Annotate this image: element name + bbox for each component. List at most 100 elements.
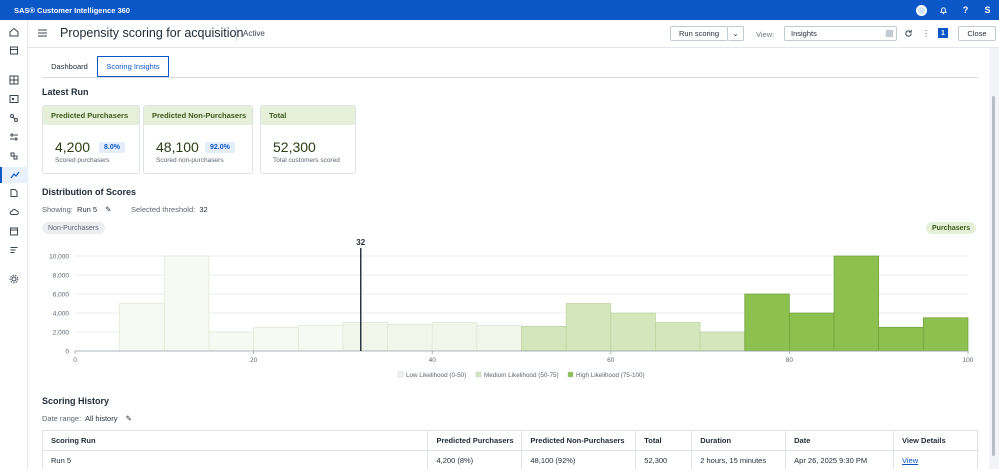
purchasers-pill: Purchasers xyxy=(926,222,977,234)
notification-badge[interactable]: 1 xyxy=(938,28,948,38)
threshold-info: Selected threshold: 32 xyxy=(131,205,208,214)
nav-package-icon[interactable] xyxy=(0,42,28,58)
nav-tasks-icon[interactable] xyxy=(0,148,28,164)
column-header[interactable]: Predicted Purchasers xyxy=(427,430,523,451)
column-header[interactable]: Scoring Run xyxy=(41,430,429,451)
legend-swatch xyxy=(397,371,404,378)
run-scoring-button[interactable]: Run scoring xyxy=(670,26,728,41)
legend-label: Low Likelihood (0-50) xyxy=(406,372,466,379)
card-percent-badge: 92.0% xyxy=(205,142,235,153)
cell-total: 52,300 xyxy=(635,450,693,469)
cell-view-details: View xyxy=(893,450,978,469)
column-header[interactable]: Duration xyxy=(691,430,787,451)
card-value: 4,200 xyxy=(55,139,91,155)
legend-swatch xyxy=(475,371,482,378)
nav-analytics-icon[interactable] xyxy=(0,167,28,183)
histogram-bar xyxy=(744,293,790,352)
nav-flows-icon[interactable] xyxy=(0,129,28,145)
more-options-icon[interactable]: ⋮ xyxy=(922,28,930,38)
date-range-label: Date range: xyxy=(42,414,82,423)
histogram-bar xyxy=(253,326,299,352)
card-head: Total xyxy=(261,106,355,125)
column-header[interactable]: Predicted Non-Purchasers xyxy=(521,430,637,451)
column-header[interactable]: Total xyxy=(635,430,693,451)
bell-icon[interactable] xyxy=(938,5,949,16)
app-logo-icon[interactable] xyxy=(916,4,927,16)
x-tick-label: 80 xyxy=(786,357,794,364)
chevron-down-icon: ⌄ xyxy=(732,29,739,38)
column-header[interactable]: Date xyxy=(785,430,895,451)
histogram-bar xyxy=(387,324,433,352)
y-tick-label: 2,000 xyxy=(53,330,70,337)
legend-label: High Likelihood (75-100) xyxy=(576,372,645,379)
histogram-bar xyxy=(833,255,880,352)
histogram-bar xyxy=(163,255,210,352)
histogram-bar xyxy=(922,317,969,352)
close-button[interactable]: Close xyxy=(958,26,996,41)
y-tick-label: 8,000 xyxy=(53,273,70,280)
legend-swatch xyxy=(567,371,574,378)
card-value: 48,100 xyxy=(156,139,199,155)
date-range-value: All history xyxy=(84,414,118,423)
top-bar-actions: ? S xyxy=(916,0,993,20)
x-tick-label: 40 xyxy=(429,357,437,364)
view-select[interactable]: Insights ⌄ xyxy=(784,26,897,41)
y-tick-label: 4,000 xyxy=(53,311,70,318)
scrollbar-thumb[interactable] xyxy=(992,96,995,456)
histogram-bar xyxy=(521,325,567,352)
nav-home-icon[interactable] xyxy=(0,24,28,40)
save-icon[interactable] xyxy=(884,28,894,38)
tab-scoring-insights[interactable]: Scoring Insights xyxy=(97,56,169,77)
histogram-bar xyxy=(565,303,612,352)
history-title: Scoring History xyxy=(42,396,110,406)
left-nav-rail xyxy=(0,20,28,469)
vertical-scrollbar[interactable] xyxy=(989,48,999,469)
nav-journeys-icon[interactable] xyxy=(0,110,28,126)
card-percent-badge: 8.0% xyxy=(99,142,125,153)
legend-label: Medium Likelihood (50-75) xyxy=(484,372,559,379)
tab-bar: Dashboard Scoring Insights xyxy=(42,56,978,78)
main-content: Dashboard Scoring Insights Latest Run Pr… xyxy=(28,48,989,469)
x-tick-label: 0 xyxy=(73,357,77,364)
nav-calendar-icon[interactable] xyxy=(0,223,28,239)
column-header[interactable]: View Details xyxy=(893,430,978,451)
x-tick-label: 100 xyxy=(963,357,974,364)
threshold-label: Selected threshold: xyxy=(131,205,196,214)
distribution-title: Distribution of Scores xyxy=(42,187,137,197)
card-head: Predicted Non-Purchasers xyxy=(144,106,252,125)
card-subtitle: Scored non-purchasers xyxy=(156,157,224,164)
y-tick-label: 6,000 xyxy=(53,292,70,299)
table-row: Run 5 4,200 (8%) 48,100 (92%) 52,300 2 h… xyxy=(41,450,978,469)
edit-run-icon[interactable]: ✎ xyxy=(105,205,112,214)
latest-run-title: Latest Run xyxy=(42,87,89,97)
view-details-link[interactable]: View xyxy=(902,455,919,465)
histogram-bar xyxy=(297,325,344,352)
run-scoring-dropdown-button[interactable]: ⌄ xyxy=(728,26,744,41)
nav-grid-icon[interactable] xyxy=(0,72,28,88)
showing-label: Showing: xyxy=(42,205,73,214)
edit-date-range-icon[interactable]: ✎ xyxy=(125,414,132,423)
top-bar: SAS® Customer Intelligence 360 ? S xyxy=(0,0,999,20)
status-text: Active xyxy=(243,29,265,38)
histogram-bar xyxy=(610,312,656,352)
date-range-info: Date range: All history ✎ xyxy=(42,414,132,423)
menu-icon[interactable] xyxy=(38,29,47,37)
card-subtitle: Total customers scored xyxy=(273,157,340,164)
score-distribution-chart[interactable]: 0 2,000 4,000 6,000 8,000 10,000 0 20 40 60 80 100 3… xyxy=(28,48,989,388)
card-predicted-purchasers: Predicted Purchasers 4,200 8.0% Scored p… xyxy=(42,105,140,174)
user-avatar[interactable]: S xyxy=(984,5,991,15)
nav-checklist-icon[interactable] xyxy=(0,242,28,258)
help-icon[interactable]: ? xyxy=(962,5,969,15)
refresh-icon[interactable] xyxy=(903,28,913,38)
nav-assets-icon[interactable] xyxy=(0,185,28,201)
histogram-bar xyxy=(342,322,388,352)
tab-dashboard[interactable]: Dashboard xyxy=(51,62,88,71)
card-head: Predicted Purchasers xyxy=(43,106,139,125)
nav-cloud-icon[interactable] xyxy=(0,204,28,220)
y-tick-label: 0 xyxy=(65,349,69,356)
x-tick-label: 20 xyxy=(250,357,258,364)
nav-settings-icon[interactable] xyxy=(0,271,28,287)
nav-segments-icon[interactable] xyxy=(0,91,28,107)
cell-purchasers: 4,200 (8%) xyxy=(427,450,523,469)
table-header-row: Scoring Run Predicted Purchasers Predict… xyxy=(41,430,978,451)
